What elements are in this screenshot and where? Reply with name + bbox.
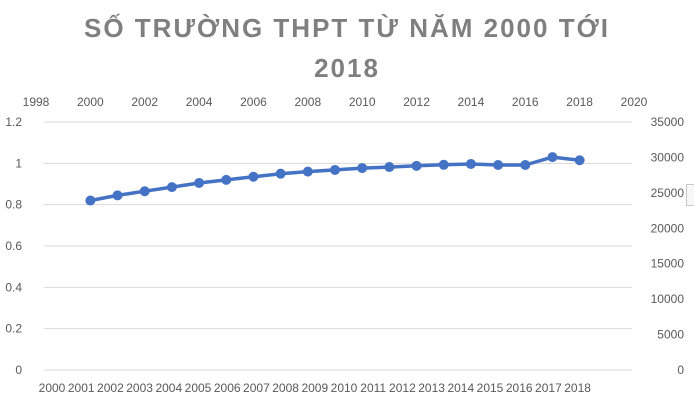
x-bottom-tick-label-5: 2005 [185, 381, 212, 395]
y-right-tick-label-4: 20000 [651, 221, 685, 235]
y-right-tick-label-7: 35000 [651, 115, 685, 129]
data-point-2000 [85, 195, 96, 206]
y-left-tick-label-0: 0 [15, 363, 22, 377]
data-point-2009 [330, 164, 340, 175]
x-bottom-tick-label-0: 2000 [39, 381, 66, 395]
data-point-2001 [112, 190, 123, 201]
y-right-tick-label-3: 15000 [651, 257, 685, 271]
x-bottom-tick-label-16: 2016 [506, 381, 533, 395]
y-left-tick-label-1: 0.2 [5, 322, 22, 336]
x-bottom-tick-label-12: 2012 [389, 381, 416, 395]
x-top-tick-label-3: 2004 [186, 95, 213, 109]
x-bottom-tick-label-13: 2013 [418, 381, 445, 395]
data-point-2011 [384, 162, 395, 173]
x-bottom-tick-label-7: 2007 [243, 381, 270, 395]
x-top-tick-label-1: 2000 [77, 95, 104, 109]
data-point-2015 [493, 159, 504, 170]
y-right-tick-label-1: 5000 [657, 328, 684, 342]
x-bottom-tick-label-8: 2008 [272, 381, 299, 395]
x-top-tick-label-9: 2016 [512, 95, 539, 109]
y-left-tick-label-3: 0.6 [5, 239, 22, 253]
x-bottom-tick-label-9: 2009 [301, 381, 328, 395]
data-point-2005 [221, 174, 232, 185]
data-point-2007 [275, 168, 286, 179]
x-bottom-tick-label-3: 2003 [126, 381, 153, 395]
edge-handle[interactable] [686, 184, 694, 206]
chart-title-line-2: 2018 [314, 53, 380, 83]
chart-title: SỐ TRƯỜNG THPT TỪ NĂM 2000 TỚI 2018 [0, 8, 694, 88]
y-right-tick-label-5: 25000 [651, 186, 685, 200]
x-bottom-tick-label-11: 2011 [360, 381, 386, 395]
x-top-tick-label-5: 2008 [294, 95, 321, 109]
data-point-2012 [411, 160, 422, 171]
data-point-2013 [438, 159, 449, 170]
x-top-tick-label-0: 1998 [23, 95, 50, 109]
y-left-tick-label-6: 1.2 [5, 115, 22, 129]
data-point-2003 [166, 182, 177, 193]
y-right-tick-label-6: 30000 [651, 150, 685, 164]
x-bottom-tick-label-14: 2014 [447, 381, 474, 395]
y-left-tick-label-5: 1 [15, 156, 22, 170]
y-right-tick-label-2: 10000 [651, 292, 685, 306]
x-bottom-tick-label-10: 2010 [331, 381, 358, 395]
data-point-2010 [357, 163, 368, 174]
x-top-tick-label-11: 2020 [621, 95, 648, 109]
data-point-2014 [465, 158, 476, 169]
x-top-tick-label-4: 2006 [240, 95, 267, 109]
x-bottom-tick-label-15: 2015 [477, 381, 504, 395]
data-point-2008 [302, 166, 313, 177]
y-left-tick-label-4: 0.8 [5, 198, 22, 212]
x-bottom-tick-label-17: 2017 [535, 381, 562, 395]
y-left-tick-label-2: 0.4 [5, 280, 22, 294]
x-top-tick-label-10: 2018 [566, 95, 593, 109]
data-point-2018 [574, 155, 585, 166]
x-top-tick-label-6: 2010 [349, 95, 376, 109]
x-bottom-tick-label-6: 2006 [214, 381, 241, 395]
data-point-2016 [520, 159, 531, 170]
data-point-2017 [547, 152, 558, 163]
x-bottom-tick-label-18: 2018 [564, 381, 591, 395]
x-bottom-tick-label-4: 2004 [155, 381, 182, 395]
x-top-tick-label-2: 2002 [131, 95, 158, 109]
x-bottom-tick-label-2: 2002 [97, 381, 124, 395]
x-bottom-tick-label-1: 2001 [68, 381, 95, 395]
data-point-2002 [139, 186, 150, 197]
y-right-tick-label-0: 0 [677, 363, 684, 377]
data-point-2006 [248, 171, 259, 182]
x-top-tick-label-8: 2014 [458, 95, 485, 109]
x-top-tick-label-7: 2012 [403, 95, 430, 109]
data-point-2004 [194, 177, 205, 188]
chart-title-line-1: SỐ TRƯỜNG THPT TỪ NĂM 2000 TỚI [84, 13, 610, 43]
